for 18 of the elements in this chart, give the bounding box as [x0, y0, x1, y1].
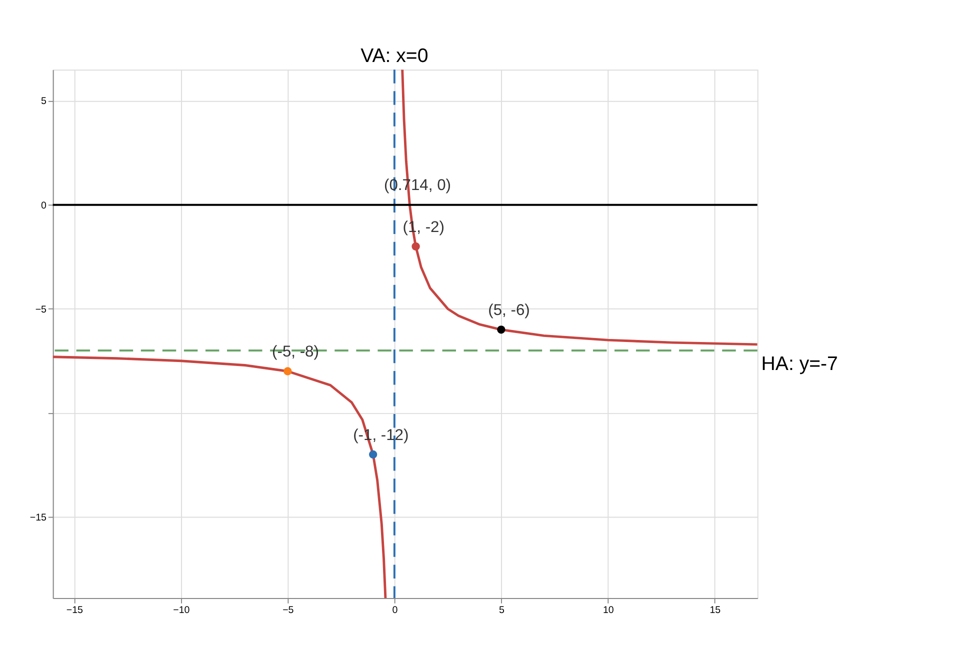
- point: [412, 242, 420, 251]
- annotation: (5, -6): [488, 302, 530, 319]
- ref-line-label: HA: y=-7: [761, 353, 838, 376]
- point: [368, 450, 378, 459]
- x-tick-label: 5: [498, 605, 505, 616]
- y-tick-label: −15: [30, 512, 48, 524]
- y-tick-label: 0: [41, 200, 48, 212]
- x-tick-label: −10: [173, 605, 190, 616]
- y-tick-label: 5: [41, 96, 48, 108]
- x-tick-label: −15: [66, 605, 84, 616]
- x-tick-label: −5: [282, 605, 294, 616]
- point: [284, 367, 292, 376]
- ref-line-label: VA: x=0: [360, 44, 428, 67]
- point: [497, 326, 506, 334]
- y-tick-label: −5: [35, 304, 48, 316]
- x-tick-label: 0: [392, 605, 398, 616]
- x-tick-label: 15: [710, 605, 722, 616]
- x-tick-label: 10: [602, 605, 614, 616]
